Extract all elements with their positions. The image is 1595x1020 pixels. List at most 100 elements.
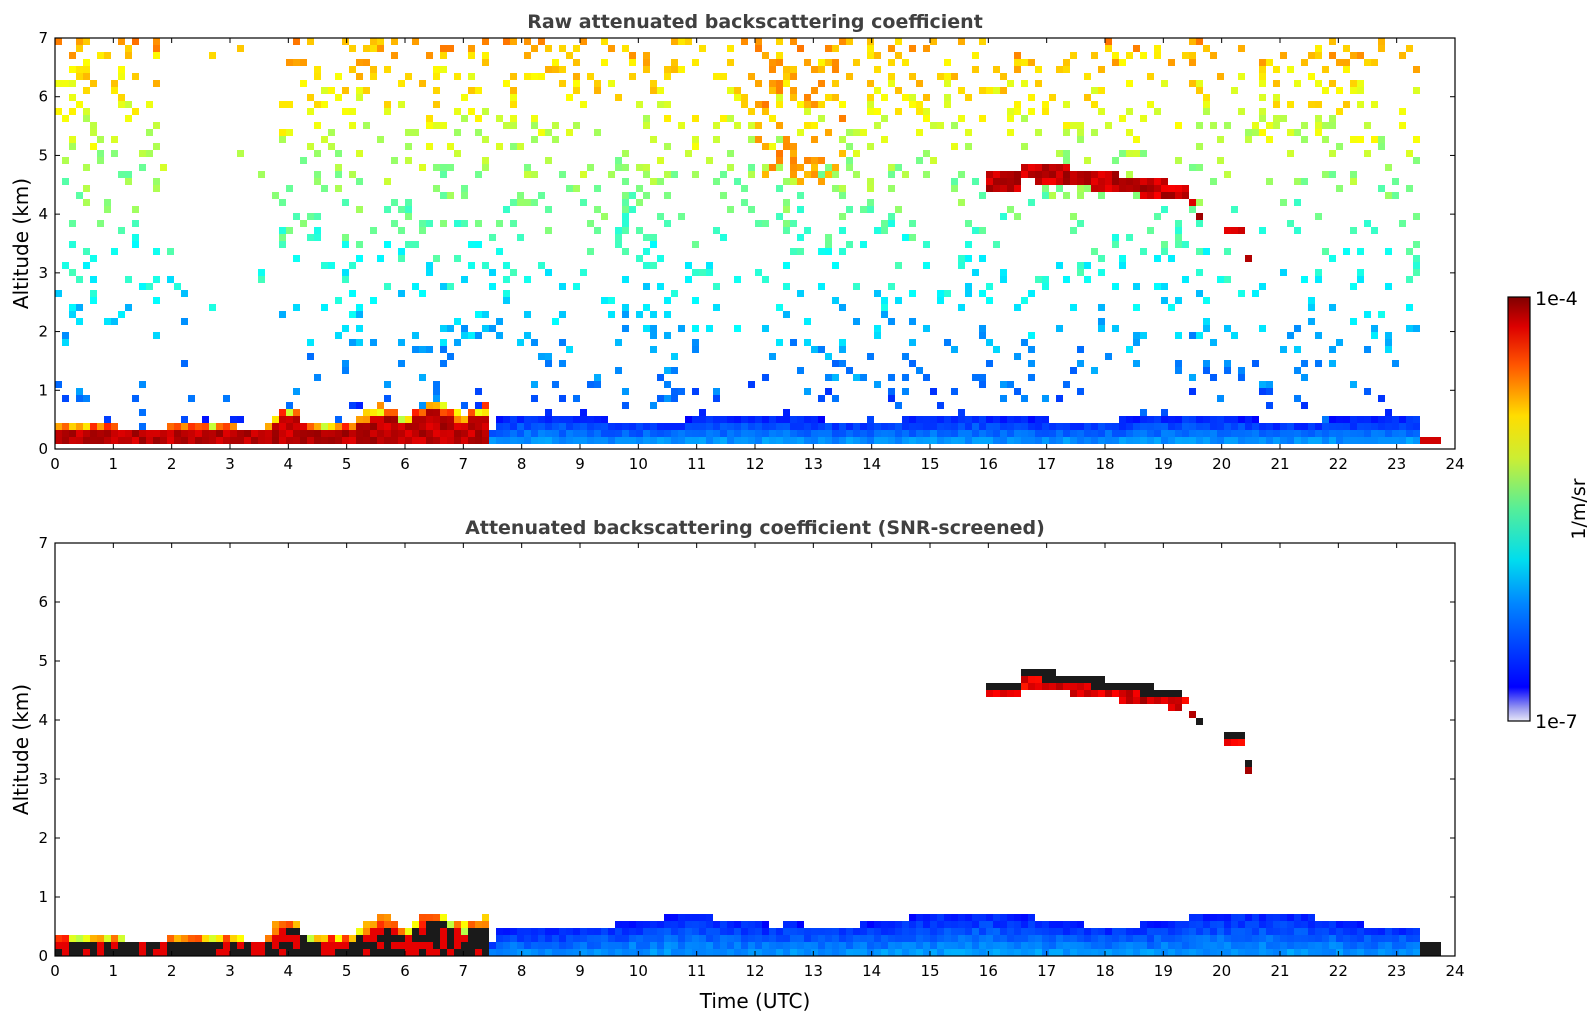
heatmap-cell [342,269,349,276]
heatmap-cell [356,150,363,157]
heatmap-cell [1133,423,1140,430]
heatmap-cell [1266,178,1273,185]
heatmap-cell [1413,66,1420,73]
heatmap-cell [986,283,993,290]
heatmap-cell [1091,676,1098,683]
heatmap-cell [839,185,846,192]
heatmap-cell [965,928,972,935]
heatmap-cell [769,164,776,171]
heatmap-cell [1224,122,1231,129]
heatmap-cell [83,437,90,444]
heatmap-cell [895,87,902,94]
heatmap-cell [1245,914,1252,921]
heatmap-cell [1280,430,1287,437]
heatmap-cell [895,430,902,437]
heatmap-cell [139,949,146,956]
heatmap-cell [1252,360,1259,367]
heatmap-cell [496,949,503,956]
heatmap-cell [804,935,811,942]
y-tick-label: 5 [38,652,48,670]
heatmap-cell [1133,949,1140,956]
heatmap-cell [1042,108,1049,115]
heatmap-cell [293,255,300,262]
heatmap-cell [664,430,671,437]
heatmap-cell [1007,690,1014,697]
heatmap-cell [727,928,734,935]
heatmap-cell [1336,949,1343,956]
heatmap-cell [1112,683,1119,690]
heatmap-cell [1077,360,1084,367]
heatmap-cell [1329,416,1336,423]
heatmap-cell [335,423,342,430]
heatmap-cell [293,38,300,45]
heatmap-cell [181,437,188,444]
heatmap-cell [1273,101,1280,108]
heatmap-cell [559,928,566,935]
heatmap-cell [279,423,286,430]
heatmap-cell [1308,318,1315,325]
heatmap-cell [811,87,818,94]
heatmap-cell [1399,108,1406,115]
heatmap-cell [433,66,440,73]
heatmap-cell [538,73,545,80]
heatmap-cell [860,129,867,136]
heatmap-cell [524,73,531,80]
heatmap-cell [867,80,874,87]
heatmap-cell [664,311,671,318]
heatmap-cell [1420,437,1427,444]
heatmap-cell [622,304,629,311]
heatmap-cell [517,949,524,956]
heatmap-cell [993,178,1000,185]
heatmap-cell [1154,52,1161,59]
heatmap-cell [685,935,692,942]
heatmap-cell [1168,704,1175,711]
heatmap-cell [762,220,769,227]
heatmap-cell [412,241,419,248]
heatmap-cell [1343,935,1350,942]
heatmap-cell [314,171,321,178]
heatmap-cell [433,388,440,395]
heatmap-cell [1098,325,1105,332]
heatmap-cell [440,935,447,942]
heatmap-cell [153,80,160,87]
heatmap-cell [1189,416,1196,423]
heatmap-cell [76,276,83,283]
heatmap-cell [776,150,783,157]
heatmap-cell [188,942,195,949]
heatmap-cell [1322,942,1329,949]
heatmap-cell [1210,122,1217,129]
heatmap-cell [1238,423,1245,430]
heatmap-cell [1273,942,1280,949]
heatmap-cell [461,423,468,430]
heatmap-cell [629,59,636,66]
x-tick-label: 19 [1154,455,1173,473]
heatmap-cell [825,45,832,52]
heatmap-cell [1091,935,1098,942]
heatmap-cell [902,430,909,437]
heatmap-cell [811,416,818,423]
heatmap-cell [587,935,594,942]
heatmap-cell [797,423,804,430]
heatmap-cell [594,87,601,94]
heatmap-cell [1070,122,1077,129]
heatmap-cell [601,942,608,949]
heatmap-cell [923,949,930,956]
heatmap-cell [447,949,454,956]
heatmap-cell [1294,346,1301,353]
heatmap-cell [1014,921,1021,928]
heatmap-cell [629,935,636,942]
heatmap-cell [874,928,881,935]
heatmap-cell [1056,185,1063,192]
heatmap-cell [979,942,986,949]
heatmap-cell [636,101,643,108]
heatmap-cell [1224,367,1231,374]
heatmap-cell [370,416,377,423]
heatmap-cell [804,416,811,423]
heatmap-cell [1364,59,1371,66]
heatmap-cell [314,949,321,956]
heatmap-cell [1189,332,1196,339]
heatmap-cell [496,143,503,150]
heatmap-cell [370,297,377,304]
y-tick-label: 0 [38,947,48,965]
heatmap-cell [783,80,790,87]
